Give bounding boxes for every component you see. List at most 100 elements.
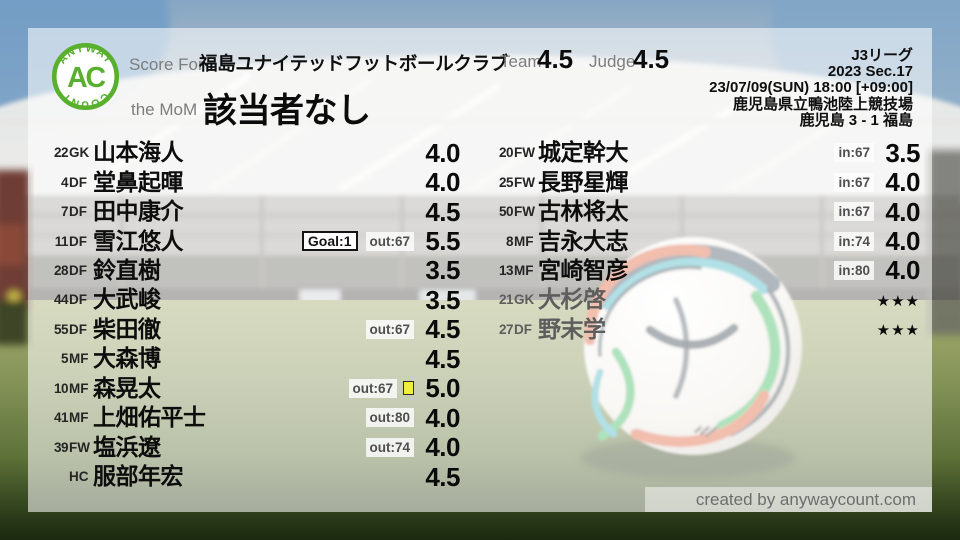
player-rating: ★★★ bbox=[876, 292, 920, 310]
player-number: 41 bbox=[53, 410, 69, 426]
player-position: DF bbox=[69, 321, 87, 337]
player-rating: 4.0 bbox=[425, 137, 460, 168]
player-row: 50 FW 古林将太 in:67 4.0 bbox=[489, 196, 921, 227]
player-rating: 4.5 bbox=[425, 196, 460, 227]
player-position: HC bbox=[69, 469, 89, 485]
player-position: MF bbox=[69, 380, 89, 396]
player-rating: ★★★ bbox=[876, 322, 920, 340]
match-result: 鹿児島 3 - 1 福島 bbox=[799, 111, 913, 129]
substitution-badge: in:80 bbox=[834, 260, 874, 280]
player-number: 27 bbox=[498, 321, 514, 337]
player-number: 28 bbox=[53, 262, 69, 278]
anywaycount-logo: ANYWAY COUNT AC bbox=[51, 42, 120, 110]
player-rating: 4.5 bbox=[425, 343, 460, 374]
player-row: 28 DF 鈴直樹 3.5 bbox=[44, 256, 461, 285]
player-name: 上畑佑平士 bbox=[93, 404, 206, 431]
substitution-badge: out:67 bbox=[365, 319, 414, 339]
player-position: MF bbox=[69, 410, 89, 426]
player-row: 13 MF 宮崎智彦 in:80 4.0 bbox=[489, 256, 921, 285]
player-row: 27 DF 野末学 ★★★ bbox=[489, 315, 920, 344]
player-rating: 4.0 bbox=[425, 402, 460, 433]
player-name: 宮崎智彦 bbox=[538, 256, 629, 283]
player-position: DF bbox=[69, 292, 87, 308]
player-rating: 5.0 bbox=[425, 373, 460, 404]
player-position: MF bbox=[69, 351, 89, 367]
player-position: MF bbox=[514, 262, 534, 278]
player-row: 55 DF 柴田徹 out:67 4.5 bbox=[44, 314, 461, 345]
player-position: DF bbox=[69, 262, 87, 278]
substitution-badge: in:67 bbox=[834, 143, 874, 163]
credit-strip: created by anywaycount.com bbox=[645, 487, 932, 512]
player-number: 11 bbox=[54, 233, 69, 249]
player-name: 城定幹大 bbox=[538, 139, 629, 166]
player-position: GK bbox=[514, 292, 535, 308]
credit-text: created by anywaycount.com bbox=[695, 489, 916, 509]
player-number: 50 bbox=[498, 204, 514, 220]
player-row: 4 DF 堂鼻起暉 4.0 bbox=[44, 167, 461, 198]
logo-initials: AC bbox=[67, 62, 105, 94]
match-datetime: 23/07/09(SUN) 18:00 [+09:00] bbox=[709, 79, 913, 97]
player-row: 11 DF 雪江悠人 Goal:1 out:67 5.5 bbox=[44, 226, 461, 257]
starters-rating-list: 22 GK 山本海人 4.0 4 DF 堂鼻起暉 4.0 7 DF 田中康介 4… bbox=[44, 137, 461, 492]
logo-arc-bottom-text: COUNT bbox=[60, 90, 110, 110]
right-edge-structure bbox=[928, 150, 960, 335]
player-rating: 4.5 bbox=[425, 461, 460, 492]
player-name: 古林将太 bbox=[538, 198, 629, 225]
player-name: 塩浜遼 bbox=[93, 433, 161, 460]
player-row: 5 MF 大森博 4.5 bbox=[44, 343, 461, 374]
player-name: 大武峻 bbox=[93, 286, 161, 313]
player-number: 7 bbox=[60, 204, 69, 220]
player-number: 8 bbox=[505, 233, 514, 249]
player-rating: 4.0 bbox=[885, 226, 920, 257]
player-position: MF bbox=[514, 233, 534, 249]
player-rating: 4.0 bbox=[425, 167, 460, 198]
player-number: 13 bbox=[498, 262, 514, 278]
player-number: 22 bbox=[53, 145, 69, 161]
player-number: 44 bbox=[53, 292, 69, 308]
mom-label: the MoM bbox=[131, 100, 198, 119]
player-row: 22 GK 山本海人 4.0 bbox=[44, 137, 461, 168]
mom-value: 該当者なし bbox=[203, 92, 371, 130]
judge-score-label: Judge bbox=[589, 52, 636, 71]
player-position: DF bbox=[69, 233, 87, 249]
player-row: 21 GK 大杉啓 ★★★ bbox=[489, 285, 920, 314]
player-position: DF bbox=[69, 204, 87, 220]
player-name: 長野星輝 bbox=[538, 168, 629, 195]
player-name: 吉永大志 bbox=[538, 227, 629, 254]
player-position: DF bbox=[69, 174, 87, 190]
player-rating: 4.0 bbox=[425, 432, 460, 463]
player-rating: 4.5 bbox=[425, 314, 460, 345]
team-name: 福島ユナイテッドフットボールクラブ bbox=[199, 53, 509, 74]
player-position: FW bbox=[69, 439, 90, 455]
player-number: 39 bbox=[53, 439, 69, 455]
player-rating: 3.5 bbox=[885, 137, 920, 168]
player-name: 山本海人 bbox=[93, 139, 184, 166]
player-name: 大森博 bbox=[93, 345, 161, 372]
player-name: 大杉啓 bbox=[538, 286, 606, 313]
player-name: 雪江悠人 bbox=[93, 227, 184, 254]
yellow-card-icon bbox=[403, 381, 414, 396]
team-score-label: Team bbox=[500, 52, 542, 71]
player-position: FW bbox=[514, 174, 535, 190]
player-row: 7 DF 田中康介 4.5 bbox=[44, 196, 461, 227]
player-name: 堂鼻起暉 bbox=[93, 168, 184, 195]
svg-text:COUNT: COUNT bbox=[60, 90, 111, 110]
league-name: J3リーグ bbox=[851, 47, 913, 64]
player-rating: 5.5 bbox=[425, 226, 460, 257]
match-info-block: J3リーグ 2023 Sec.17 23/07/09(SUN) 18:00 [+… bbox=[709, 47, 913, 129]
substitution-badge: out:74 bbox=[365, 437, 414, 457]
player-number: 5 bbox=[60, 351, 69, 367]
substitution-badge: out:67 bbox=[348, 378, 397, 398]
player-position: DF bbox=[514, 321, 532, 337]
player-row: HC 服部年宏 4.5 bbox=[44, 461, 461, 492]
left-edge-structure bbox=[0, 170, 30, 345]
player-number: 55 bbox=[53, 321, 69, 337]
player-name: 森晃太 bbox=[93, 374, 161, 401]
substitutes-rating-list: 20 FW 城定幹大 in:67 3.5 25 FW 長野星輝 in:67 4.… bbox=[489, 137, 921, 344]
player-position: GK bbox=[69, 145, 90, 161]
player-rating: 4.0 bbox=[885, 196, 920, 227]
player-row: 39 FW 塩浜遼 out:74 4.0 bbox=[44, 432, 461, 463]
player-name: 鈴直樹 bbox=[93, 256, 161, 283]
player-row: 8 MF 吉永大志 in:74 4.0 bbox=[489, 226, 921, 257]
